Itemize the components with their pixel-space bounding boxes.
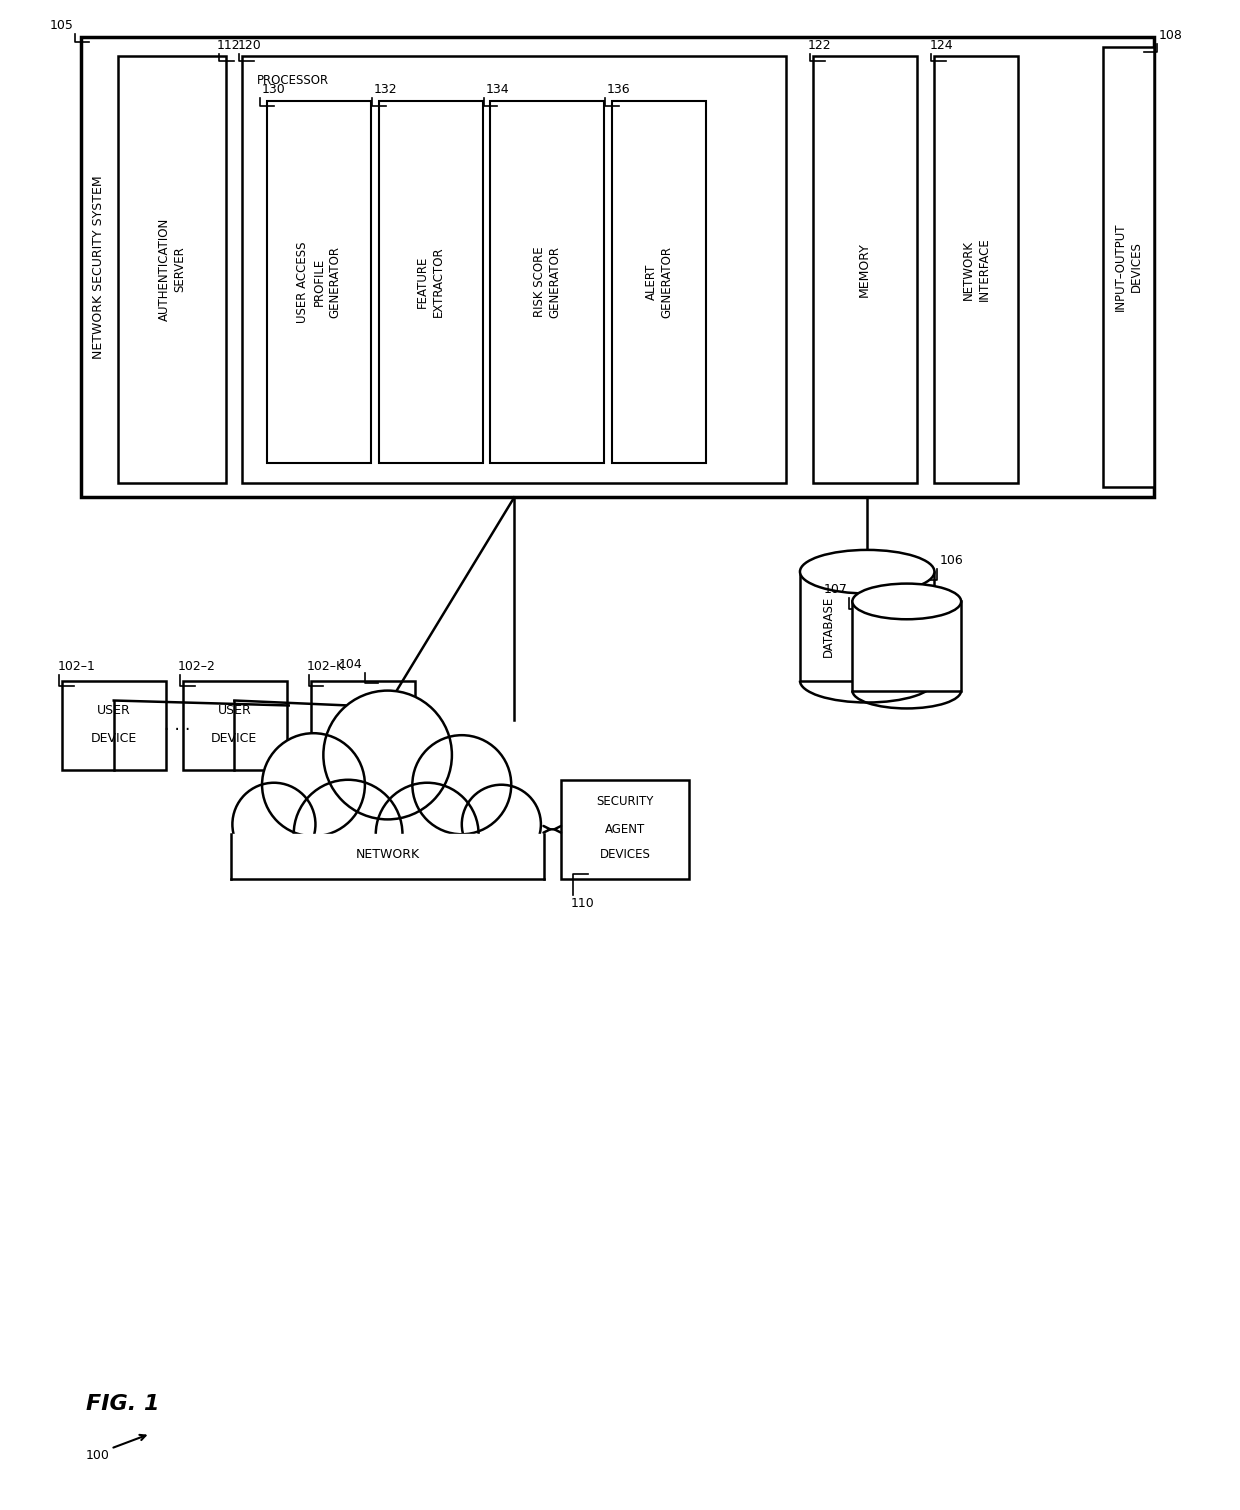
Text: DEVICE: DEVICE <box>91 732 136 744</box>
Text: 124: 124 <box>930 39 954 51</box>
Bar <box>232 834 544 894</box>
Bar <box>311 681 415 770</box>
Text: AGENT: AGENT <box>605 823 645 837</box>
Bar <box>242 56 786 483</box>
Bar <box>935 56 1018 483</box>
Bar <box>613 101 706 462</box>
Text: 104: 104 <box>340 658 363 670</box>
Text: PROCESSOR: PROCESSOR <box>257 74 330 88</box>
Bar <box>267 101 371 462</box>
Text: NETWORK: NETWORK <box>356 847 419 861</box>
Text: FEATURE
EXTRACTOR: FEATURE EXTRACTOR <box>417 246 445 317</box>
Text: INPUT–OUTPUT
DEVICES: INPUT–OUTPUT DEVICES <box>1114 223 1143 311</box>
Text: 132: 132 <box>373 83 397 97</box>
Text: NETWORK SECURITY SYSTEM: NETWORK SECURITY SYSTEM <box>93 175 105 359</box>
Circle shape <box>262 734 365 837</box>
Text: 102–2: 102–2 <box>179 660 216 673</box>
Text: 107: 107 <box>823 583 847 596</box>
Ellipse shape <box>800 550 935 593</box>
Ellipse shape <box>852 583 961 619</box>
Circle shape <box>461 785 541 864</box>
Text: 122: 122 <box>808 39 832 51</box>
Text: 108: 108 <box>1159 29 1183 42</box>
Text: DEVICES: DEVICES <box>599 847 651 861</box>
Text: DEVICE: DEVICE <box>211 732 258 744</box>
Text: 112: 112 <box>217 39 241 51</box>
Text: AUTHENTICATION
SERVER: AUTHENTICATION SERVER <box>157 217 186 322</box>
Circle shape <box>413 735 511 834</box>
Text: RISK SCORE
GENERATOR: RISK SCORE GENERATOR <box>533 246 562 319</box>
Text: FIG. 1: FIG. 1 <box>86 1394 160 1413</box>
Text: MEMORY: MEMORY <box>858 242 872 297</box>
Text: 110: 110 <box>570 897 594 909</box>
Text: USER: USER <box>217 704 252 717</box>
Circle shape <box>294 779 403 889</box>
Bar <box>560 779 689 879</box>
Text: 134: 134 <box>486 83 510 97</box>
Text: 136: 136 <box>608 83 631 97</box>
Text: USER: USER <box>346 704 379 717</box>
Circle shape <box>232 782 315 865</box>
Text: USER ACCESS
PROFILE
GENERATOR: USER ACCESS PROFILE GENERATOR <box>296 242 341 323</box>
Bar <box>852 601 961 690</box>
Text: ALERT
GENERATOR: ALERT GENERATOR <box>645 246 673 319</box>
Bar <box>184 681 286 770</box>
Text: 106: 106 <box>940 554 963 566</box>
Bar <box>800 572 935 681</box>
Bar <box>812 56 916 483</box>
Circle shape <box>324 690 451 820</box>
Text: 100: 100 <box>86 1448 110 1462</box>
Text: . . .: . . . <box>164 716 190 734</box>
Text: NETWORK
INTERFACE: NETWORK INTERFACE <box>962 237 991 302</box>
Text: 130: 130 <box>262 83 285 97</box>
Bar <box>118 56 227 483</box>
Text: 105: 105 <box>50 18 73 32</box>
Circle shape <box>376 782 479 886</box>
Bar <box>62 681 166 770</box>
Text: 102–K: 102–K <box>306 660 345 673</box>
Text: DEVICE: DEVICE <box>340 732 386 744</box>
Bar <box>378 101 482 462</box>
Text: SECURITY: SECURITY <box>596 796 653 808</box>
Text: DATABASE: DATABASE <box>822 595 835 657</box>
Text: USER: USER <box>97 704 130 717</box>
Text: USER
ACCESS
DATA: USER ACCESS DATA <box>884 622 929 669</box>
Text: 120: 120 <box>237 39 262 51</box>
Bar <box>1102 47 1154 488</box>
Bar <box>81 36 1154 497</box>
Bar <box>491 101 604 462</box>
Text: 102–1: 102–1 <box>57 660 95 673</box>
